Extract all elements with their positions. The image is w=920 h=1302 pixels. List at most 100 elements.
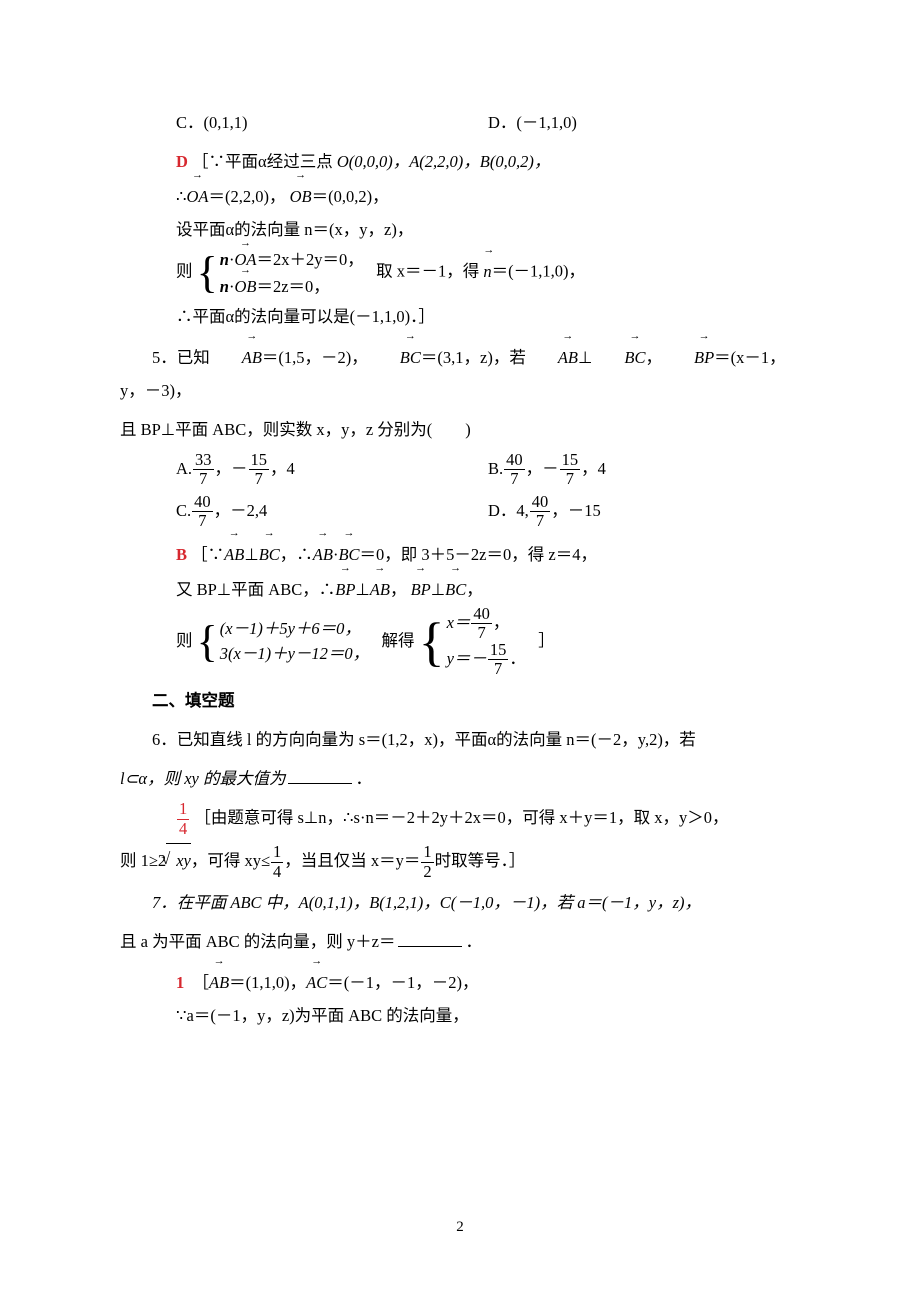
q7-solution: 1 ［AB＝(1,1,0)，AC＝(－1，－1，－2)， ∵a＝(－1，y，z)…: [120, 964, 800, 1032]
q4-sol-l1: D ［∵平面α经过三点 O(0,0,0)，A(2,2,0)，B(0,0,2)，: [176, 145, 800, 178]
q5-b2-ba: y＝－: [447, 649, 487, 668]
q6-ans-n: 1: [177, 801, 189, 820]
q5-sol-l1e: ＝0，即 3＋5－2z＝0，得 z＝4，: [360, 545, 597, 564]
q5-stem-a: 5．已知: [152, 348, 210, 367]
q5-b2-bfd: 7: [488, 660, 509, 678]
q5-b2-ta: x＝: [447, 613, 471, 632]
q5-c-f1n: 40: [192, 494, 213, 513]
q4-sol-l2b: ＝(0,0,2)，: [312, 187, 389, 206]
q5-sol-l2b: ⊥: [355, 580, 369, 599]
section-2-heading: 二、填空题: [120, 684, 800, 717]
q5-d-end: ，－15: [551, 501, 601, 520]
vec-ab-5: AB: [370, 571, 390, 606]
q6-sqrt: xy: [166, 843, 191, 877]
q7-sol-l1: 1 ［AB＝(1,1,0)，AC＝(－1，－1，－2)，: [176, 964, 800, 999]
q5-d-f1d: 7: [530, 512, 551, 530]
blank-q7: [398, 930, 462, 948]
q6-sol-l2b: ，可得 xy≤: [191, 851, 270, 870]
q5-b2-tfn: 40: [471, 606, 492, 625]
vec-oa: OA: [187, 178, 209, 213]
q5-a-mid: ，－: [215, 459, 248, 478]
q6-f1d: 4: [271, 863, 283, 881]
vec-ac: AC: [306, 964, 327, 999]
q6-sol-l2d: 时取等号．］: [435, 851, 526, 870]
q6-stem-l2a: l⊂α，则 xy 的最大值为: [120, 769, 285, 788]
q4-brace-end: ＝(－1,1,0)，: [492, 262, 586, 281]
q5-b2-bfn: 15: [488, 642, 509, 661]
q4-solution: D ［∵平面α经过三点 O(0,0,0)，A(2,2,0)，B(0,0,2)， …: [120, 145, 800, 333]
q7-stem-l2b: ．: [465, 932, 482, 951]
vec-bc-5: BC: [445, 571, 466, 606]
q6-sol-l2: 则 1≥2xy，可得 xy≤14，当且仅当 x＝y＝12时取等号．］: [120, 843, 800, 880]
q6-answer: 14: [177, 801, 189, 837]
q6-ans-d: 4: [177, 820, 189, 838]
q5-sol-l1b: ⊥: [244, 545, 258, 564]
q5-stem-b: ＝(1,5，－2)，: [262, 348, 368, 367]
q5-c-end: ，－2,4: [214, 501, 268, 520]
q6-stem-l2: l⊂α，则 xy 的最大值为．: [120, 762, 800, 795]
q5-option-a: A.337，－157，4: [176, 452, 488, 488]
q7-sol-l1c: ＝(－1，－1，－2)，: [327, 973, 478, 992]
q7-sol-l1a: ［: [193, 973, 210, 992]
q4-sol-l1-pts: O(0,0,0)，A(2,2,0)，B(0,0,2)，: [337, 152, 551, 171]
q6-f2d: 2: [421, 863, 433, 881]
q5-d-f1n: 40: [530, 494, 551, 513]
q5-answer-letter: B: [176, 545, 187, 564]
q5-b1-pre: 则: [176, 631, 193, 650]
q4-brace-top: ＝2x＋2y＝0，: [256, 250, 363, 269]
q5-sol-l2a: 又 BP⊥平面 ABC，∴: [176, 580, 335, 599]
q5-stem-l1: 5．已知AB＝(1,5，－2)，BC＝(3,1，z)，若AB⊥BC，BP＝(x－…: [120, 339, 800, 407]
vec-ob: OB: [290, 178, 312, 213]
q5-d-pre: D．4,: [488, 501, 529, 520]
q5-sol-l1c: ，∴: [280, 545, 313, 564]
vec-ab-4: AB: [313, 536, 333, 571]
vec-n: n: [483, 253, 491, 288]
q5-b-f2n: 15: [560, 452, 581, 471]
q5-sol-close: ］: [538, 631, 555, 650]
vec-bc-2: BC: [592, 339, 645, 374]
q4-sol-l1-pre: ［∵平面α经过三点: [192, 152, 337, 171]
q4-brace-pre: 则: [176, 262, 193, 281]
q5-option-b: B.407，－157，4: [488, 452, 800, 488]
q7-stem-l1: 7．在平面 ABC 中，A(0,1,1)，B(1,2,1)，C(－1,0，－1)…: [120, 886, 800, 919]
q5-b2-tb: ，: [493, 613, 510, 632]
vec-ab-6: AB: [209, 964, 229, 999]
q7-sol-l2: ∵a＝(－1，y，z)为平面 ABC 的法向量，: [176, 999, 800, 1032]
q5-b2-tfd: 7: [471, 624, 492, 642]
q7-answer: 1: [176, 973, 184, 992]
q4-option-c: C．(0,1,1): [176, 106, 488, 139]
q5-sol-l2c: ，: [390, 580, 407, 599]
q5-brace-1: { (x－1)＋5y＋6＝0， 3(x－1)＋y－12＝0，: [197, 617, 370, 667]
q5-stem-e: ，: [645, 348, 662, 367]
q5-b2-bb: ．: [509, 649, 526, 668]
q6-solution: 14 ［由题意可得 s⊥n，∴s·n＝－2＋2y＋2x＝0，可得 x＋y＝1，取…: [120, 801, 800, 837]
q6-sol-l2c: ，当且仅当 x＝y＝: [284, 851, 420, 870]
q4-brace-mid: 取 x＝－1，得: [376, 262, 479, 281]
q5-a-f1d: 7: [193, 470, 214, 488]
q6-stem-l1: 6．已知直线 l 的方向向量为 s＝(1,2，x)，平面α的法向量 n＝(－2，…: [120, 723, 800, 756]
q5-b-pre: B.: [488, 459, 503, 478]
q5-sol-l2d: ⊥: [431, 580, 445, 599]
q4-brace: { n·OA＝2x＋2y＝0， n·OB＝2z＝0，: [197, 246, 364, 300]
q5-stem-l2: 且 BP⊥平面 ABC，则实数 x，y，z 分别为( ): [120, 413, 800, 446]
q5-b-f1n: 40: [504, 452, 525, 471]
q5-c-pre: C.: [176, 501, 191, 520]
q5-b1-top: (x－1)＋5y＋6＝0，: [220, 617, 369, 642]
q5-solution: B ［∵AB⊥BC，∴AB·BC＝0，即 3＋5－2z＝0，得 z＝4， 又 B…: [120, 536, 800, 678]
vec-bc-3: BC: [259, 536, 280, 571]
q5-sol-l2: 又 BP⊥平面 ABC，∴BP⊥AB， BP⊥BC，: [176, 571, 800, 606]
q5-a-pre: A.: [176, 459, 192, 478]
q5-stem-c: ＝(3,1，z)，若: [421, 348, 526, 367]
q7-sol-l1b: ＝(1,1,0)，: [229, 973, 306, 992]
q6-sol-l2a: 则 1≥2: [120, 851, 166, 870]
vec-ab: AB: [210, 339, 262, 374]
q5-b1-bot: 3(x－1)＋y－12＝0，: [220, 642, 369, 667]
page: C．(0,1,1) D．(－1,1,0) D ［∵平面α经过三点 O(0,0,0…: [0, 0, 920, 1302]
q5-b2-pre: 解得: [382, 631, 415, 650]
q5-option-c: C.407，－2,4: [176, 494, 488, 530]
q6-sol-l1-txt: ［由题意可得 s⊥n，∴s·n＝－2＋2y＋2x＝0，可得 x＋y＝1，取 x，…: [194, 808, 728, 827]
vec-ab-3: AB: [224, 536, 244, 571]
q5-a-f1n: 33: [193, 452, 214, 471]
q4-sol-l2: ∴OA＝(2,2,0)， OB＝(0,0,2)，: [176, 178, 800, 213]
vec-bp-2: BP: [335, 571, 355, 606]
